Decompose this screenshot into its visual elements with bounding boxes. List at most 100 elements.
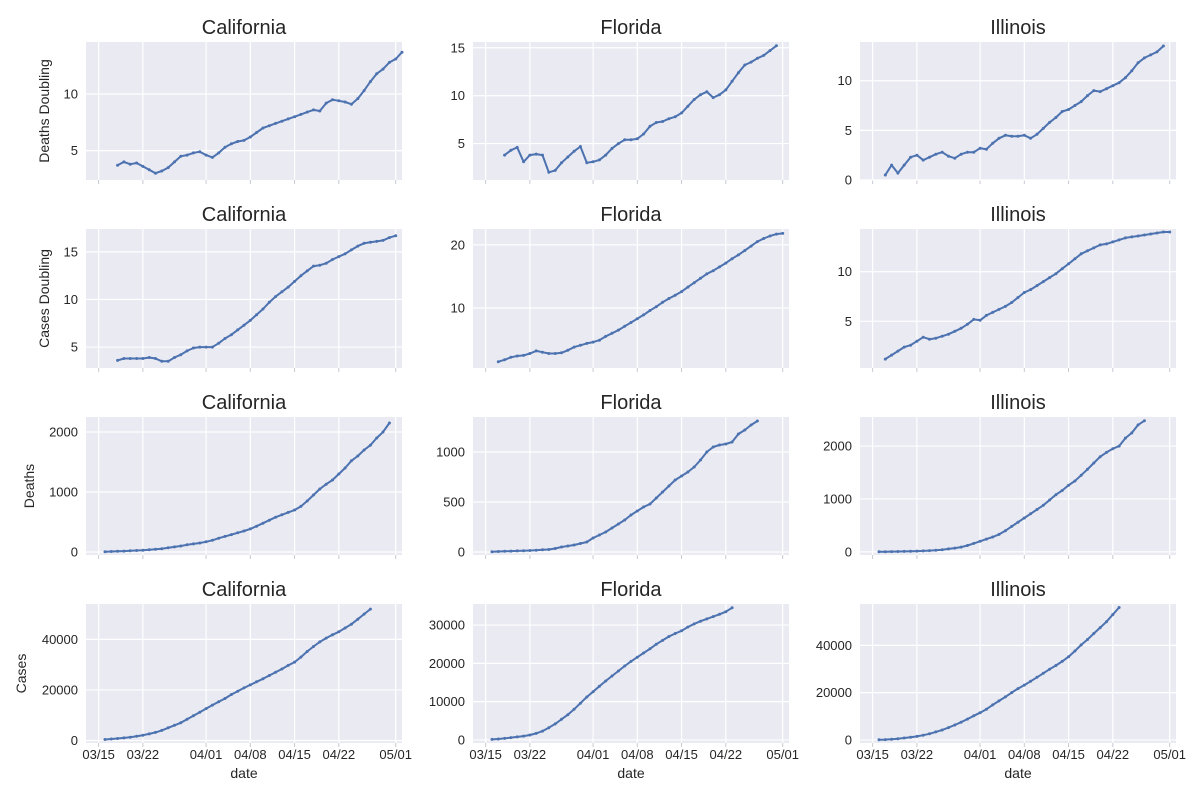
x-tick-label: 04/22: [323, 747, 356, 762]
data-point: [293, 660, 297, 664]
data-point: [141, 548, 145, 552]
data-point: [349, 622, 353, 626]
data-point: [318, 263, 322, 267]
data-point: [673, 478, 677, 482]
data-point: [141, 164, 145, 168]
data-point: [128, 162, 132, 166]
data-point: [959, 545, 963, 549]
y-tick-label: 10: [838, 264, 852, 279]
data-point: [1079, 643, 1083, 647]
data-point: [1117, 444, 1121, 448]
data-point: [928, 732, 931, 736]
data-point: [318, 487, 322, 491]
x-tick-label: 04/01: [190, 747, 223, 762]
data-point: [128, 735, 132, 739]
data-point: [774, 232, 778, 236]
data-point: [154, 171, 157, 175]
data-point: [762, 237, 766, 240]
data-point: [1003, 304, 1007, 308]
data-point: [368, 607, 372, 611]
data-point: [166, 726, 170, 730]
data-point: [109, 550, 113, 553]
data-point: [749, 423, 753, 427]
data-point: [648, 502, 652, 506]
y-axis-label: Cases Doubling: [36, 249, 52, 348]
data-point: [1035, 284, 1039, 288]
data-point: [972, 150, 976, 154]
data-point: [978, 539, 982, 543]
data-point: [921, 158, 925, 162]
data-point: [610, 526, 614, 530]
data-point: [185, 717, 189, 721]
data-point: [928, 549, 931, 553]
data-point: [890, 353, 894, 357]
data-point: [362, 612, 366, 616]
data-point: [515, 354, 519, 358]
data-point: [528, 153, 532, 157]
data-point: [255, 313, 259, 317]
data-point: [496, 737, 500, 741]
y-tick-label: 10: [838, 73, 852, 88]
data-point: [623, 664, 627, 668]
data-point: [547, 352, 551, 355]
data-point: [375, 436, 379, 440]
data-point: [705, 90, 709, 94]
data-point: [928, 337, 931, 341]
data-point: [934, 730, 938, 734]
data-point: [661, 490, 665, 494]
data-point: [572, 707, 576, 711]
data-point: [965, 150, 969, 154]
x-tick-label: 04/08: [621, 747, 654, 762]
y-tick-label: 5: [71, 340, 78, 355]
data-point: [1105, 87, 1108, 91]
data-point: [909, 549, 913, 553]
data-point: [915, 549, 919, 553]
data-point: [610, 674, 614, 678]
y-tick-label: 15: [451, 40, 465, 55]
data-point: [1105, 450, 1108, 454]
data-point: [718, 443, 721, 447]
data-point: [331, 633, 334, 637]
data-point: [755, 56, 759, 60]
data-point: [280, 119, 284, 123]
data-point: [1010, 691, 1014, 695]
data-point: [1022, 516, 1026, 520]
data-point: [274, 515, 278, 519]
data-point: [566, 155, 570, 159]
data-point: [623, 324, 627, 328]
data-point: [585, 341, 589, 345]
data-point: [699, 458, 702, 462]
data-point: [635, 509, 639, 513]
data-point: [299, 504, 303, 508]
data-point: [1123, 76, 1127, 80]
data-point: [953, 156, 957, 160]
x-tick-label: 04/08: [1008, 747, 1041, 762]
data-point: [261, 307, 265, 311]
data-point: [368, 443, 372, 447]
data-point: [242, 323, 246, 327]
data-point: [667, 484, 671, 488]
data-point: [141, 357, 145, 360]
data-point: [1073, 649, 1077, 653]
data-point: [286, 663, 290, 667]
data-point: [547, 726, 551, 730]
data-point: [591, 536, 595, 540]
y-tick-label: 2000: [49, 425, 78, 440]
data-point: [1060, 489, 1064, 492]
data-point: [597, 338, 601, 342]
data-point: [324, 101, 328, 105]
data-point: [915, 153, 919, 157]
x-tick-label: 05/01: [379, 747, 412, 762]
data-point: [122, 549, 126, 553]
x-tick-label: 04/15: [1052, 747, 1085, 762]
data-point: [318, 109, 322, 113]
data-point: [1054, 493, 1058, 497]
data-point: [280, 667, 284, 671]
data-point: [135, 734, 139, 738]
data-point: [1060, 110, 1064, 113]
data-point: [896, 349, 900, 353]
data-point: [1022, 291, 1026, 294]
data-point: [743, 63, 747, 67]
y-tick-label: 0: [845, 544, 852, 559]
data-point: [997, 307, 1001, 311]
